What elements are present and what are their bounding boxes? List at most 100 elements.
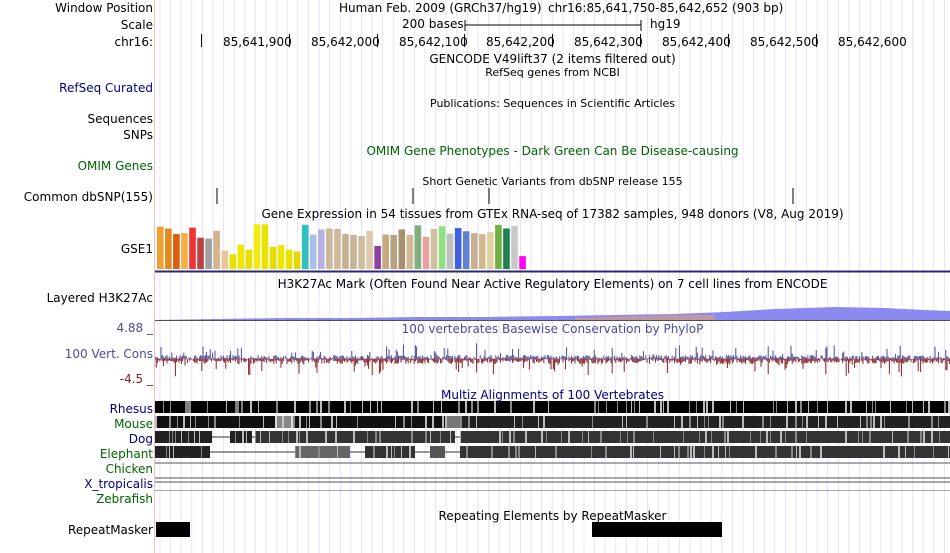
gtex-bar[interactable]: [269, 246, 277, 269]
refseq-title: RefSeq genes from NCBI: [485, 66, 620, 79]
dbsnp-label[interactable]: Common dbSNP(155): [23, 190, 153, 204]
gtex-bar[interactable]: [414, 225, 422, 269]
gtex-bar[interactable]: [390, 234, 398, 269]
h3k27ac-title: H3K27Ac Mark (Often Found Near Active Re…: [277, 277, 828, 291]
gtex-bar[interactable]: [261, 224, 269, 269]
dbsnp-title: Short Genetic Variants from dbSNP releas…: [422, 175, 683, 188]
scale-label: Scale: [120, 18, 153, 32]
gtex-bar[interactable]: [342, 234, 349, 269]
sequences-label[interactable]: Sequences: [87, 112, 153, 126]
repeat-element: [592, 522, 722, 537]
gtex-bar[interactable]: [366, 230, 373, 269]
dbsnp-track[interactable]: [155, 188, 950, 206]
repeatmasker-label[interactable]: RepeatMasker: [67, 523, 153, 537]
gtex-bar[interactable]: [285, 249, 293, 269]
gtex-bar[interactable]: [205, 238, 212, 269]
gtex-bar[interactable]: [470, 233, 478, 269]
db-text: hg19: [650, 17, 681, 31]
refseq-label[interactable]: RefSeq Curated: [59, 81, 153, 95]
gtex-bar[interactable]: [446, 233, 454, 269]
gtex-bar[interactable]: [350, 234, 357, 269]
gtex-bar[interactable]: [253, 224, 261, 269]
gtex-barchart[interactable]: [155, 222, 950, 274]
gtex-bar[interactable]: [503, 228, 510, 269]
phylop-max-label: 4.88 _: [116, 321, 153, 335]
gtex-bar[interactable]: [165, 228, 172, 269]
gtex-bar[interactable]: [422, 236, 430, 269]
gtex-bar[interactable]: [309, 234, 317, 270]
ruler-tick: [728, 34, 729, 47]
gtex-bar[interactable]: [406, 234, 414, 269]
ruler-tick-label: 85,642,600: [838, 35, 907, 49]
snps-label[interactable]: SNPs: [123, 128, 153, 142]
gtex-bar[interactable]: [519, 256, 526, 269]
ruler-tick-label: 85,642,000: [311, 35, 380, 49]
gtex-bar[interactable]: [173, 234, 180, 269]
ruler-tick-label: 85,642,500: [750, 35, 819, 49]
omim-label[interactable]: OMIM Genes: [77, 159, 153, 173]
gtex-title: Gene Expression in 54 tissues from GTEx …: [261, 207, 844, 221]
gtex-bar[interactable]: [462, 231, 470, 269]
gtex-bar[interactable]: [237, 244, 245, 269]
gtex-bar[interactable]: [398, 229, 406, 269]
gtex-bar[interactable]: [358, 235, 365, 269]
gtex-bar[interactable]: [277, 245, 285, 269]
species-elephant[interactable]: Elephant: [99, 447, 153, 461]
h3k27ac-label[interactable]: Layered H3K27Ac: [46, 291, 153, 305]
gtex-bar[interactable]: [293, 251, 301, 269]
h3k27ac-signal[interactable]: [155, 300, 950, 322]
repeatmasker-track[interactable]: [155, 521, 950, 539]
gtex-bar[interactable]: [326, 228, 333, 269]
repeat-element: [156, 522, 190, 537]
species-dog[interactable]: Dog: [128, 432, 153, 446]
gtex-bar[interactable]: [318, 229, 325, 269]
multiz-row: [155, 446, 950, 458]
gtex-bar[interactable]: [157, 226, 164, 269]
ruler-tick: [552, 34, 553, 47]
ruler-tick: [377, 34, 378, 47]
phylop-label[interactable]: 100 Vert. Cons: [64, 347, 153, 361]
phylop-title: 100 vertebrates Basewise Conservation by…: [401, 322, 704, 336]
scale-bar: [464, 20, 642, 31]
gtex-bar[interactable]: [334, 228, 341, 269]
gtex-bar[interactable]: [189, 227, 196, 269]
gtex-bar[interactable]: [430, 228, 438, 269]
base-grid: [159, 0, 945, 553]
assembly-text: Human Feb. 2009 (GRCh37/hg19): [339, 1, 542, 15]
gencode-title: GENCODE V49lift37 (2 items filtered out): [429, 52, 676, 66]
phylop-wiggle[interactable]: [155, 336, 950, 386]
ruler-tick: [816, 34, 817, 47]
gtex-bar[interactable]: [454, 228, 462, 269]
gtex-bar[interactable]: [511, 225, 518, 269]
ruler-tick-label: 85,642,100: [399, 35, 468, 49]
gtex-bar[interactable]: [382, 234, 389, 270]
multiz-alignments[interactable]: [155, 401, 950, 491]
gtex-bar[interactable]: [487, 232, 494, 269]
gtex-bar[interactable]: [245, 249, 253, 269]
ruler-tick: [640, 34, 641, 47]
gtex-bar[interactable]: [229, 254, 237, 269]
species-mouse[interactable]: Mouse: [114, 417, 153, 431]
species-x-tropicalis[interactable]: X_tropicalis: [84, 477, 153, 491]
gtex-bar[interactable]: [374, 246, 381, 269]
gtex-bar[interactable]: [479, 234, 486, 269]
species-zebrafish[interactable]: Zebrafish: [96, 492, 153, 506]
scale-text: 200 bases: [402, 17, 464, 31]
gtex-bar[interactable]: [197, 237, 204, 269]
gtex-label[interactable]: GSE1: [120, 242, 153, 256]
gtex-bar[interactable]: [221, 250, 228, 269]
species-rhesus[interactable]: Rhesus: [109, 402, 153, 416]
species-chicken[interactable]: Chicken: [105, 462, 153, 476]
position-text[interactable]: chr16:85,641,750-85,642,652 (903 bp): [548, 1, 784, 15]
phylop-min-label: -4.5 _: [119, 372, 153, 386]
omim-title: OMIM Gene Phenotypes - Dark Green Can Be…: [366, 144, 739, 158]
gtex-bar[interactable]: [213, 230, 220, 269]
gtex-bar[interactable]: [181, 233, 188, 269]
multiz-row: [155, 401, 950, 413]
gtex-bar[interactable]: [495, 224, 502, 269]
gtex-bar[interactable]: [301, 224, 309, 269]
multiz-row: [155, 477, 950, 483]
gtex-bar[interactable]: [438, 226, 446, 269]
multiz-row: [155, 416, 950, 428]
label-column: [0, 0, 155, 553]
